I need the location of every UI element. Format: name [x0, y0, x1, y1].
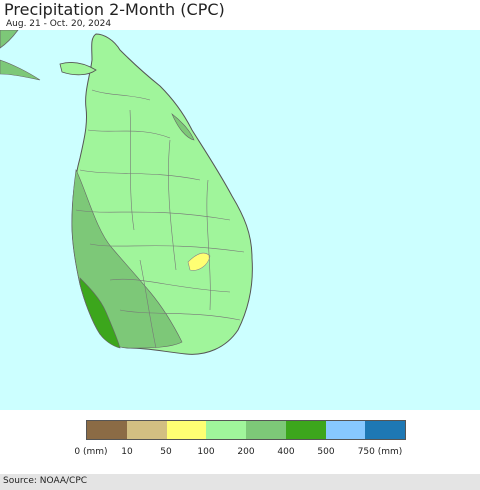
precipitation-map [0, 30, 480, 410]
zone-50-100-interior [187, 252, 211, 271]
legend-swatch-0 [87, 421, 127, 439]
legend-swatch-1 [126, 421, 167, 439]
legend-color-bar [86, 420, 406, 440]
jaffna-peninsula [59, 62, 97, 76]
legend-swatch-5 [285, 421, 326, 439]
legend-swatch-4 [246, 421, 286, 439]
legend-label-4: 200 [237, 447, 255, 457]
legend-label-1: 10 [121, 447, 133, 457]
legend-swatch-3 [206, 421, 246, 439]
legend-label-0: 0 (mm) [74, 447, 108, 457]
india-coast-strip [0, 59, 41, 81]
source-credit: Source: NOAA/CPC [3, 476, 88, 486]
footer-bar: Source: NOAA/CPC [0, 474, 480, 490]
legend-swatch-7 [365, 421, 405, 439]
zone-200-400-northeast [171, 113, 195, 141]
legend-label-6: 500 [317, 447, 335, 457]
legend-swatch-6 [325, 421, 366, 439]
legend-swatch-2 [166, 421, 207, 439]
legend-label-5: 400 [277, 447, 295, 457]
legend-label-7: 750 (mm) [357, 447, 403, 457]
map-title: Precipitation 2-Month (CPC) [4, 0, 225, 19]
india-coast [0, 30, 19, 49]
legend-label-3: 100 [197, 447, 215, 457]
legend-label-2: 50 [160, 447, 172, 457]
legend-labels: 0 (mm) 10 50 100 200 400 500 750 (mm) [0, 447, 480, 461]
zone-400-500-southwest [79, 277, 121, 349]
district-boundaries [75, 89, 245, 349]
date-range: Aug. 21 - Oct. 20, 2024 [6, 19, 112, 29]
